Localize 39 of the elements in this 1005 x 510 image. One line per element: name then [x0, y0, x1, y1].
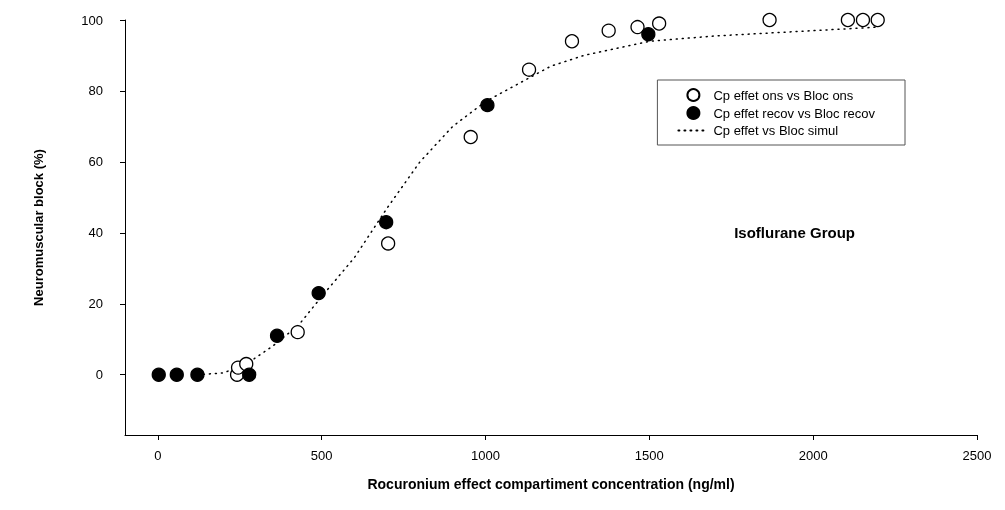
point [151, 367, 166, 382]
point [190, 367, 205, 382]
legend-label: Cp effet recov vs Bloc recov [713, 105, 876, 121]
point [762, 12, 777, 28]
y-tick-label: 0 [95, 367, 103, 383]
x-tick-label: 2000 [798, 448, 828, 463]
x-tick-label: 0 [154, 448, 162, 463]
y-tick-label: 100 [81, 12, 103, 28]
legend-label: Cp effet ons vs Bloc ons [713, 87, 854, 103]
point [601, 23, 616, 38]
point [652, 16, 667, 31]
y-tick-label: 60 [88, 154, 103, 170]
y-tick-label: 40 [88, 225, 103, 241]
x-tick-label: 500 [310, 448, 333, 463]
point [480, 97, 495, 113]
point [564, 34, 580, 49]
point [630, 19, 645, 35]
x-tick-label: 1000 [471, 448, 500, 463]
point [290, 324, 305, 340]
point [870, 12, 885, 28]
point [521, 62, 537, 77]
point [463, 129, 478, 145]
x-tick-label: 2500 [962, 448, 992, 463]
point [311, 285, 326, 301]
legend-label: Cp effet vs Bloc simul [713, 123, 839, 138]
annotation: Isoflurane Group [734, 224, 855, 241]
point [381, 236, 396, 251]
point [840, 12, 856, 28]
point [169, 367, 184, 382]
y-tick-label: 80 [88, 83, 103, 99]
point [855, 12, 871, 28]
y-axis-title: Neuromuscular block (%) [31, 149, 46, 306]
point [379, 215, 394, 230]
x-axis-title: Rocuronium effect compartiment concentration (ng/ml) [367, 476, 735, 492]
y-tick-label: 20 [88, 296, 103, 312]
x-tick-label: 1500 [634, 448, 664, 463]
point [269, 328, 285, 343]
point [641, 27, 656, 42]
point [242, 367, 257, 382]
